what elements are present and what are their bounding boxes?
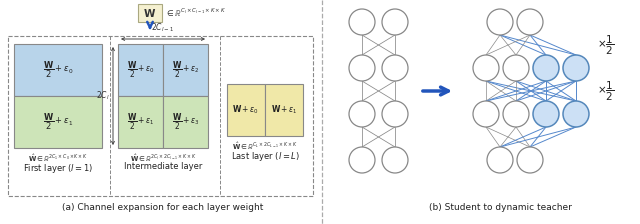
Circle shape <box>349 147 375 173</box>
Circle shape <box>503 101 529 127</box>
Text: $2C_l$: $2C_l$ <box>97 90 110 102</box>
Circle shape <box>563 101 589 127</box>
Bar <box>14 96 102 148</box>
Text: $h_2$: $h_2$ <box>390 62 401 74</box>
Text: $\dfrac{\mathbf{W}}{2} + \epsilon_3$: $\dfrac{\mathbf{W}}{2} + \epsilon_3$ <box>172 112 200 132</box>
Text: $h'_3$: $h'_3$ <box>540 62 552 74</box>
Circle shape <box>533 55 559 81</box>
Circle shape <box>487 147 513 173</box>
Text: $f_1$: $f_1$ <box>358 108 366 120</box>
Text: Last layer $(l=L)$: Last layer $(l=L)$ <box>230 150 300 163</box>
Circle shape <box>533 101 559 127</box>
Text: $f'_2$: $f'_2$ <box>511 108 521 120</box>
Text: $f_2$: $f_2$ <box>390 108 399 120</box>
Text: $\dfrac{\mathbf{W}}{2} + \epsilon_1$: $\dfrac{\mathbf{W}}{2} + \epsilon_1$ <box>127 112 154 132</box>
Text: $x_2$: $x_2$ <box>390 17 401 27</box>
Text: $\times\dfrac{1}{2}$: $\times\dfrac{1}{2}$ <box>597 79 614 103</box>
Text: $h_1$: $h_1$ <box>356 62 367 74</box>
Bar <box>118 44 163 96</box>
Text: $\mathbf{W} + \epsilon_1$: $\mathbf{W} + \epsilon_1$ <box>271 104 298 116</box>
Circle shape <box>382 9 408 35</box>
Bar <box>163 44 208 96</box>
Text: $y_1$: $y_1$ <box>495 155 506 166</box>
Bar <box>265 84 303 136</box>
Text: $\hat{\mathbf{W}} \in \mathbb{R}^{2C_1 \times C_0 \times K \times K}$: $\hat{\mathbf{W}} \in \mathbb{R}^{2C_1 \… <box>28 153 88 164</box>
Circle shape <box>382 147 408 173</box>
Bar <box>163 96 208 148</box>
Text: $h'_1$: $h'_1$ <box>479 62 492 74</box>
Text: $f'_4$: $f'_4$ <box>571 108 581 120</box>
Text: $\in \mathbb{R}^{C_l \times C_{l-1} \times K \times K}$: $\in \mathbb{R}^{C_l \times C_{l-1} \tim… <box>165 7 227 19</box>
Circle shape <box>382 55 408 81</box>
Bar <box>227 84 265 136</box>
Text: (a) Channel expansion for each layer weight: (a) Channel expansion for each layer wei… <box>62 203 264 212</box>
Circle shape <box>349 55 375 81</box>
Text: $\dfrac{\mathbf{W}}{2} + \epsilon_0$: $\dfrac{\mathbf{W}}{2} + \epsilon_0$ <box>127 60 154 80</box>
Text: $x_1$: $x_1$ <box>356 17 367 27</box>
Text: $y_2$: $y_2$ <box>390 155 401 166</box>
Bar <box>118 96 163 148</box>
Text: $x_1$: $x_1$ <box>495 17 506 27</box>
Text: $2C_{l-1}$: $2C_{l-1}$ <box>152 22 175 34</box>
Circle shape <box>473 55 499 81</box>
Text: $h'_2$: $h'_2$ <box>509 62 522 74</box>
Circle shape <box>517 147 543 173</box>
Text: Intermediate layer: Intermediate layer <box>124 162 202 171</box>
Text: $\dfrac{\mathbf{W}}{2} + \epsilon_2$: $\dfrac{\mathbf{W}}{2} + \epsilon_2$ <box>172 60 200 80</box>
Text: (b) Student to dynamic teacher: (b) Student to dynamic teacher <box>429 203 572 212</box>
Circle shape <box>487 9 513 35</box>
Text: $\hat{\mathbf{W}} \in \mathbb{R}^{C_L \times 2C_{L-1} \times K \times K}$: $\hat{\mathbf{W}} \in \mathbb{R}^{C_L \t… <box>232 141 298 152</box>
Circle shape <box>473 101 499 127</box>
Text: $\dfrac{\mathbf{W}}{2} + \epsilon_1$: $\dfrac{\mathbf{W}}{2} + \epsilon_1$ <box>43 112 73 132</box>
Bar <box>138 4 162 22</box>
Text: $\dfrac{\mathbf{W}}{2} + \epsilon_0$: $\dfrac{\mathbf{W}}{2} + \epsilon_0$ <box>43 60 73 80</box>
Circle shape <box>563 55 589 81</box>
Text: $y_2$: $y_2$ <box>525 155 536 166</box>
Text: $\mathbf{W}$: $\mathbf{W}$ <box>143 7 157 19</box>
Text: First layer $(l=1)$: First layer $(l=1)$ <box>23 162 93 175</box>
Circle shape <box>349 9 375 35</box>
Text: $f'_3$: $f'_3$ <box>541 108 551 120</box>
Text: $y_1$: $y_1$ <box>356 155 367 166</box>
Text: $h'_4$: $h'_4$ <box>570 62 582 74</box>
Bar <box>8 36 313 196</box>
Bar <box>14 44 102 96</box>
Text: $f'_1$: $f'_1$ <box>481 108 492 120</box>
Circle shape <box>503 55 529 81</box>
Circle shape <box>382 101 408 127</box>
Text: $\times\dfrac{1}{2}$: $\times\dfrac{1}{2}$ <box>597 33 614 57</box>
Text: $\mathbf{W} + \epsilon_0$: $\mathbf{W} + \epsilon_0$ <box>232 104 259 116</box>
Text: $\hat{\mathbf{W}} \in \mathbb{R}^{2C_l \times 2C_{l-1} \times K \times K}$: $\hat{\mathbf{W}} \in \mathbb{R}^{2C_l \… <box>130 153 196 164</box>
Text: $x_2$: $x_2$ <box>525 17 536 27</box>
Circle shape <box>517 9 543 35</box>
Circle shape <box>349 101 375 127</box>
